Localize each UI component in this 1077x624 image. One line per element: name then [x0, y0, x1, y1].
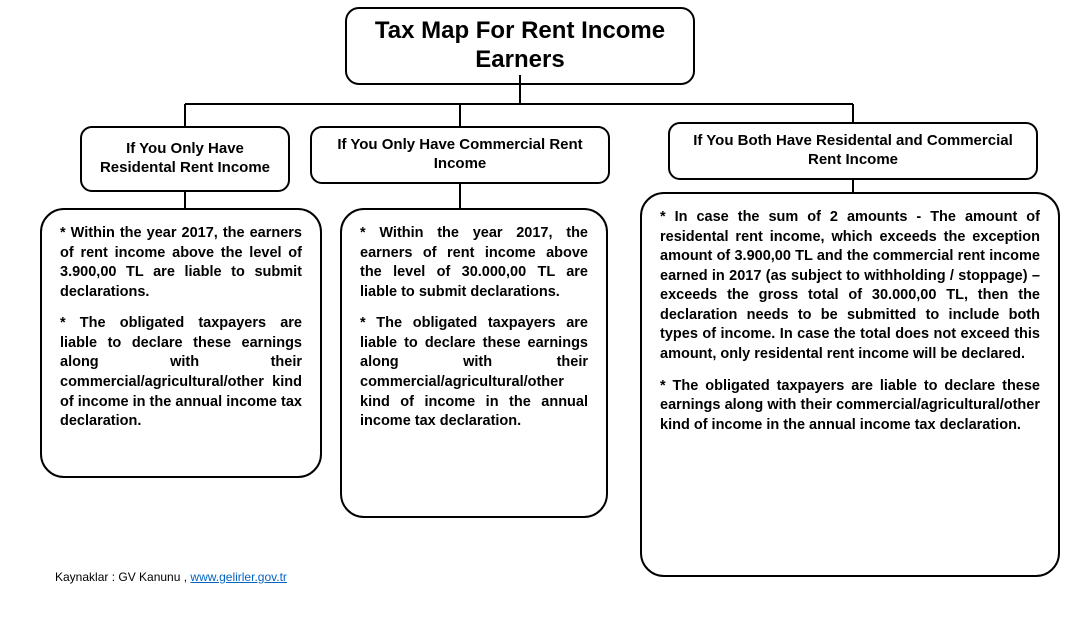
- branch-body-middle-p2: * The obligated taxpayers are liable to …: [360, 314, 588, 431]
- branch-body-right: * In case the sum of 2 amounts - The amo…: [640, 192, 1060, 577]
- branch-title-middle: If You Only Have Commercial Rent Income: [310, 126, 610, 184]
- root-title-text: Tax Map For Rent Income Earners: [375, 17, 665, 73]
- branch-title-right: If You Both Have Residental and Commerci…: [668, 122, 1038, 180]
- source-prefix: Kaynaklar : GV Kanunu ,: [55, 570, 190, 584]
- branch-body-right-p1: * In case the sum of 2 amounts - The amo…: [660, 208, 1040, 365]
- branch-body-right-p2: * The obligated taxpayers are liable to …: [660, 377, 1040, 436]
- branch-title-left-text: If You Only Have Residental Rent Income: [96, 140, 274, 178]
- branch-body-left-p2: * The obligated taxpayers are liable to …: [60, 314, 302, 431]
- root-title-box: Tax Map For Rent Income Earners: [345, 7, 695, 85]
- branch-body-middle: * Within the year 2017, the earners of r…: [340, 208, 608, 518]
- branch-title-middle-text: If You Only Have Commercial Rent Income: [326, 136, 594, 174]
- branch-title-left: If You Only Have Residental Rent Income: [80, 126, 290, 192]
- branch-body-middle-p1: * Within the year 2017, the earners of r…: [360, 224, 588, 302]
- branch-body-left-p1: * Within the year 2017, the earners of r…: [60, 224, 302, 302]
- branch-title-right-text: If You Both Have Residental and Commerci…: [684, 132, 1022, 170]
- branch-body-left: * Within the year 2017, the earners of r…: [40, 208, 322, 478]
- source-link[interactable]: www.gelirler.gov.tr: [190, 570, 286, 584]
- source-line: Kaynaklar : GV Kanunu , www.gelirler.gov…: [55, 570, 287, 584]
